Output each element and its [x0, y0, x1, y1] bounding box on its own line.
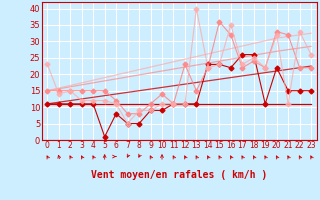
- X-axis label: Vent moyen/en rafales ( km/h ): Vent moyen/en rafales ( km/h ): [91, 170, 267, 180]
